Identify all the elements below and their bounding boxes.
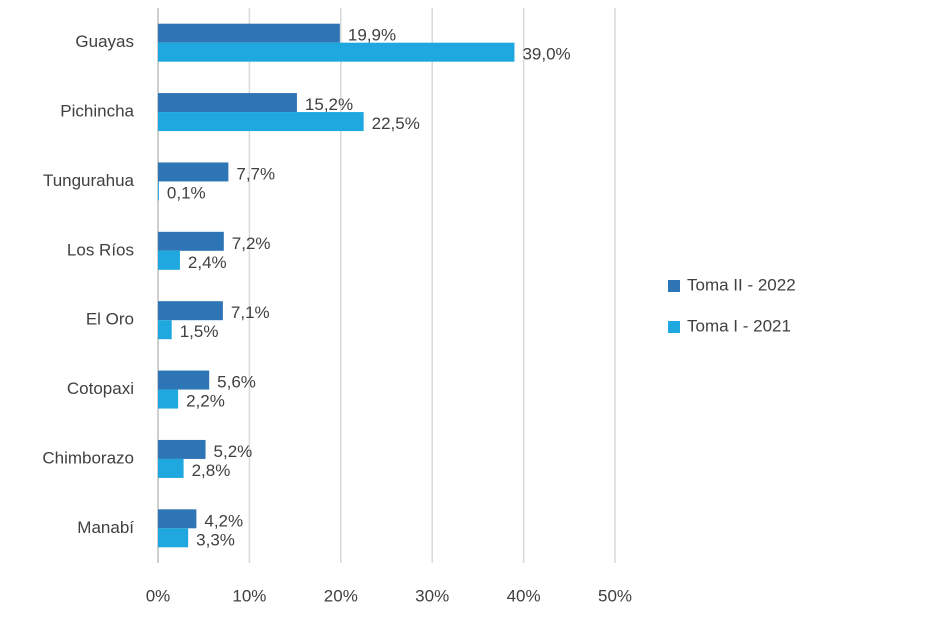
y-tick-label: Tungurahua [43,171,135,190]
x-tick-label: 10% [232,586,266,605]
data-label: 5,2% [214,442,253,461]
y-tick-label: Guayas [75,32,134,51]
legend-label: Toma I - 2021 [687,316,791,335]
bar [158,250,180,270]
bar [158,320,172,340]
y-tick-label: Los Ríos [67,240,134,259]
bar [158,370,210,390]
x-tick-label: 0% [146,586,171,605]
data-label: 39,0% [522,45,570,64]
bar [158,389,179,409]
bar [158,509,197,529]
y-tick-label: El Oro [86,310,134,329]
bar [158,42,515,62]
bar [158,528,189,548]
bar [158,301,223,321]
data-label: 5,6% [217,373,256,392]
data-label: 15,2% [305,95,353,114]
y-tick-label: Pichincha [60,102,134,121]
bar [158,439,206,459]
data-label: 2,2% [186,392,225,411]
data-label: 7,1% [231,303,270,322]
data-label: 3,3% [196,530,235,549]
bar [158,181,159,201]
x-tick-label: 30% [415,586,449,605]
data-label: 4,2% [204,511,243,530]
x-tick-label: 20% [324,586,358,605]
y-tick-label: Chimborazo [42,448,134,467]
y-tick-label: Cotopaxi [67,379,134,398]
data-label: 1,5% [180,322,219,341]
data-label: 2,8% [192,461,231,480]
bar [158,93,297,113]
legend-swatch [668,280,680,292]
bar [158,112,364,132]
legend-swatch [668,321,680,333]
bar [158,458,184,478]
x-tick-label: 50% [598,586,632,605]
data-label: 7,7% [236,164,275,183]
legend-label: Toma II - 2022 [687,275,796,294]
data-label: 0,1% [167,183,206,202]
bar [158,231,224,251]
data-label: 19,9% [348,26,396,45]
data-label: 2,4% [188,253,227,272]
x-tick-label: 40% [507,586,541,605]
data-label: 22,5% [372,114,420,133]
bar [158,23,340,43]
bar [158,162,229,182]
y-tick-label: Manabí [77,518,134,537]
data-label: 7,2% [232,234,271,253]
